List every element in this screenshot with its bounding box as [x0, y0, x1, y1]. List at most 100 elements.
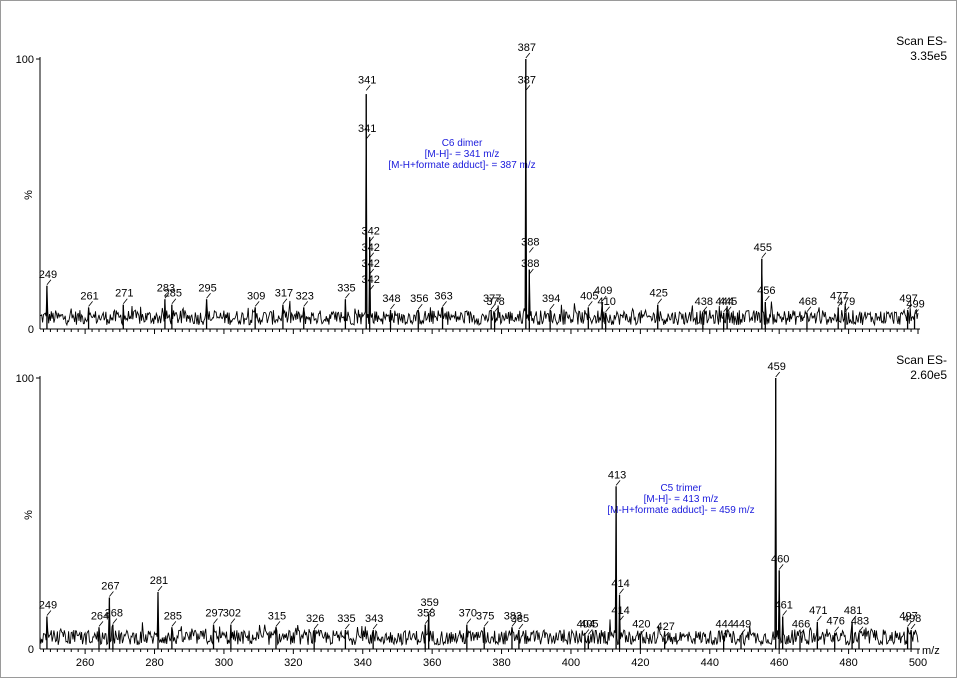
top-peak-leader-363 — [442, 301, 447, 307]
bottom-peak-label-249: 249 — [39, 599, 57, 611]
top-peak-label-394: 394 — [542, 293, 560, 305]
top-peak-label-341: 341 — [358, 123, 376, 135]
top-peak-label-387: 387 — [518, 42, 536, 54]
top-peak-leader-438 — [702, 306, 708, 313]
top-peak-leader-348 — [390, 303, 395, 310]
bottom-peak-label-405: 405 — [580, 618, 598, 630]
xtick-label-280: 280 — [145, 657, 163, 669]
bottom-peak-label-385: 385 — [511, 613, 529, 625]
bottom-peak-label-383: 383 — [504, 610, 522, 622]
bottom-peak-leader-326 — [313, 623, 319, 630]
bottom-annotation-line-3: [M-H+formate adduct]- = 459 m/z — [607, 505, 754, 516]
top-peak-leader-341 — [365, 133, 371, 140]
top-ytick-0: 0 — [28, 324, 34, 336]
bottom-peak-label-459: 459 — [768, 361, 786, 373]
xtick-label-380: 380 — [492, 657, 510, 669]
top-peak-label-341: 341 — [358, 74, 376, 86]
top-spectrum-trace — [39, 58, 919, 327]
bottom-peak-leader-414 — [619, 615, 624, 622]
bottom-peak-leader-385 — [518, 623, 524, 630]
bottom-peak-label-413: 413 — [608, 469, 626, 481]
top-peak-label-499: 499 — [906, 299, 924, 311]
bottom-peak-label-375: 375 — [476, 610, 494, 622]
top-peak-label-335: 335 — [337, 282, 355, 294]
top-peak-label-409: 409 — [594, 285, 612, 297]
top-peak-label-309: 309 — [247, 290, 265, 302]
top-peak-leader-388 — [529, 268, 534, 275]
bottom-peak-leader-405 — [588, 629, 593, 635]
top-peak-leader-271 — [122, 298, 128, 304]
bottom-peak-leader-302 — [230, 618, 236, 624]
x-axis-label: m/z — [922, 645, 940, 657]
top-peak-leader-410 — [605, 306, 610, 313]
bottom-peak-leader-481 — [851, 615, 857, 622]
top-peak-label-445: 445 — [719, 296, 737, 308]
top-peak-leader-323 — [303, 301, 309, 307]
top-peak-leader-468 — [806, 306, 812, 313]
bottom-peak-leader-414 — [619, 588, 624, 595]
bottom-peak-label-444: 444 — [715, 618, 733, 630]
top-peak-leader-283 — [164, 293, 170, 299]
top-peak-label-388: 388 — [521, 236, 539, 248]
xtick-label-260: 260 — [76, 657, 94, 669]
bottom-peak-label-449: 449 — [733, 618, 751, 630]
top-peak-label-387: 387 — [518, 74, 536, 86]
bottom-peak-leader-461 — [782, 610, 787, 616]
top-peak-leader-455 — [761, 252, 767, 259]
xtick-label-300: 300 — [215, 657, 233, 669]
top-peak-label-261: 261 — [80, 290, 98, 302]
top-peak-leader-405 — [588, 301, 593, 307]
bottom-peak-leader-471 — [817, 615, 822, 622]
xtick-label-320: 320 — [284, 657, 302, 669]
bottom-peak-leader-375 — [483, 621, 489, 627]
bottom-peak-label-264: 264 — [91, 610, 109, 622]
bottom-y-axis-label: % — [23, 510, 35, 520]
top-peak-leader-497 — [907, 303, 912, 310]
bottom-peak-leader-413 — [615, 480, 621, 486]
bottom-spectrum-trace — [39, 377, 919, 647]
bottom-peak-label-481: 481 — [844, 605, 862, 617]
bottom-peak-label-297: 297 — [205, 608, 223, 620]
top-peak-leader-388 — [529, 247, 534, 253]
top-peak-label-388: 388 — [521, 258, 539, 270]
bottom-peak-leader-483 — [858, 626, 864, 632]
top-peak-label-497: 497 — [899, 293, 917, 305]
top-peak-leader-261 — [88, 301, 93, 307]
top-peak-leader-342 — [369, 252, 374, 259]
top-peak-label-377: 377 — [483, 293, 501, 305]
xtick-label-360: 360 — [423, 657, 441, 669]
bottom-peak-label-343: 343 — [365, 613, 383, 625]
top-peak-leader-444 — [723, 306, 728, 313]
bottom-peak-label-460: 460 — [771, 553, 789, 565]
top-peak-label-317: 317 — [275, 288, 293, 300]
top-peak-leader-394 — [549, 303, 555, 310]
bottom-peak-leader-343 — [372, 623, 378, 630]
bottom-peak-label-471: 471 — [809, 605, 827, 617]
bottom-peak-label-461: 461 — [774, 599, 792, 611]
xtick-label-480: 480 — [839, 657, 857, 669]
top-annotation-line-3: [M-H+formate adduct]- = 387 m/z — [388, 160, 535, 171]
bottom-peak-label-483: 483 — [851, 616, 869, 628]
xtick-label-340: 340 — [354, 657, 372, 669]
bottom-annotation-line-1: C5 trimer — [660, 483, 702, 494]
top-peak-leader-425 — [657, 298, 663, 304]
top-peak-label-285: 285 — [164, 288, 182, 300]
bottom-peak-leader-335 — [345, 623, 350, 630]
top-peak-leader-445 — [726, 306, 732, 313]
xtick-label-420: 420 — [631, 657, 649, 669]
bottom-peak-leader-297 — [213, 618, 218, 624]
bottom-peak-leader-497 — [907, 621, 912, 627]
bottom-peak-leader-267 — [109, 591, 114, 597]
top-peak-leader-456 — [764, 295, 770, 302]
top-scan-mode: Scan ES- — [896, 34, 947, 48]
top-peak-label-363: 363 — [434, 290, 452, 302]
top-peak-leader-249 — [46, 279, 52, 286]
bottom-peak-label-315: 315 — [268, 610, 286, 622]
bottom-peak-label-281: 281 — [150, 575, 168, 587]
top-peak-leader-356 — [417, 303, 423, 310]
top-peak-label-425: 425 — [650, 288, 668, 300]
top-peak-label-438: 438 — [695, 296, 713, 308]
bottom-peak-label-466: 466 — [792, 618, 810, 630]
bottom-peak-label-335: 335 — [337, 613, 355, 625]
